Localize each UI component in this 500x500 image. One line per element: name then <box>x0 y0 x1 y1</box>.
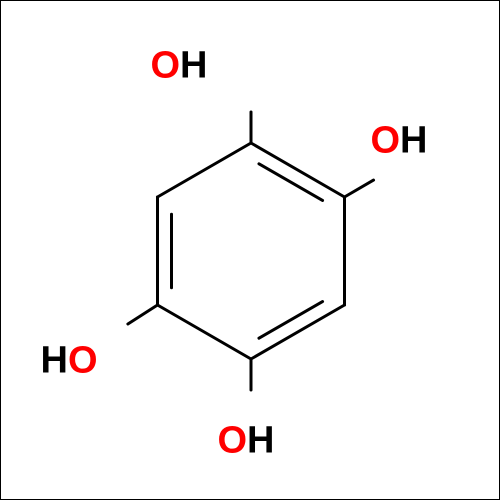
atom-label: OH <box>370 120 427 163</box>
atom-label: OH <box>150 45 207 88</box>
atom-label: HO <box>40 340 97 383</box>
atom-label: OH <box>217 420 274 463</box>
molecule-canvas: OH OH HO OH <box>0 0 500 500</box>
